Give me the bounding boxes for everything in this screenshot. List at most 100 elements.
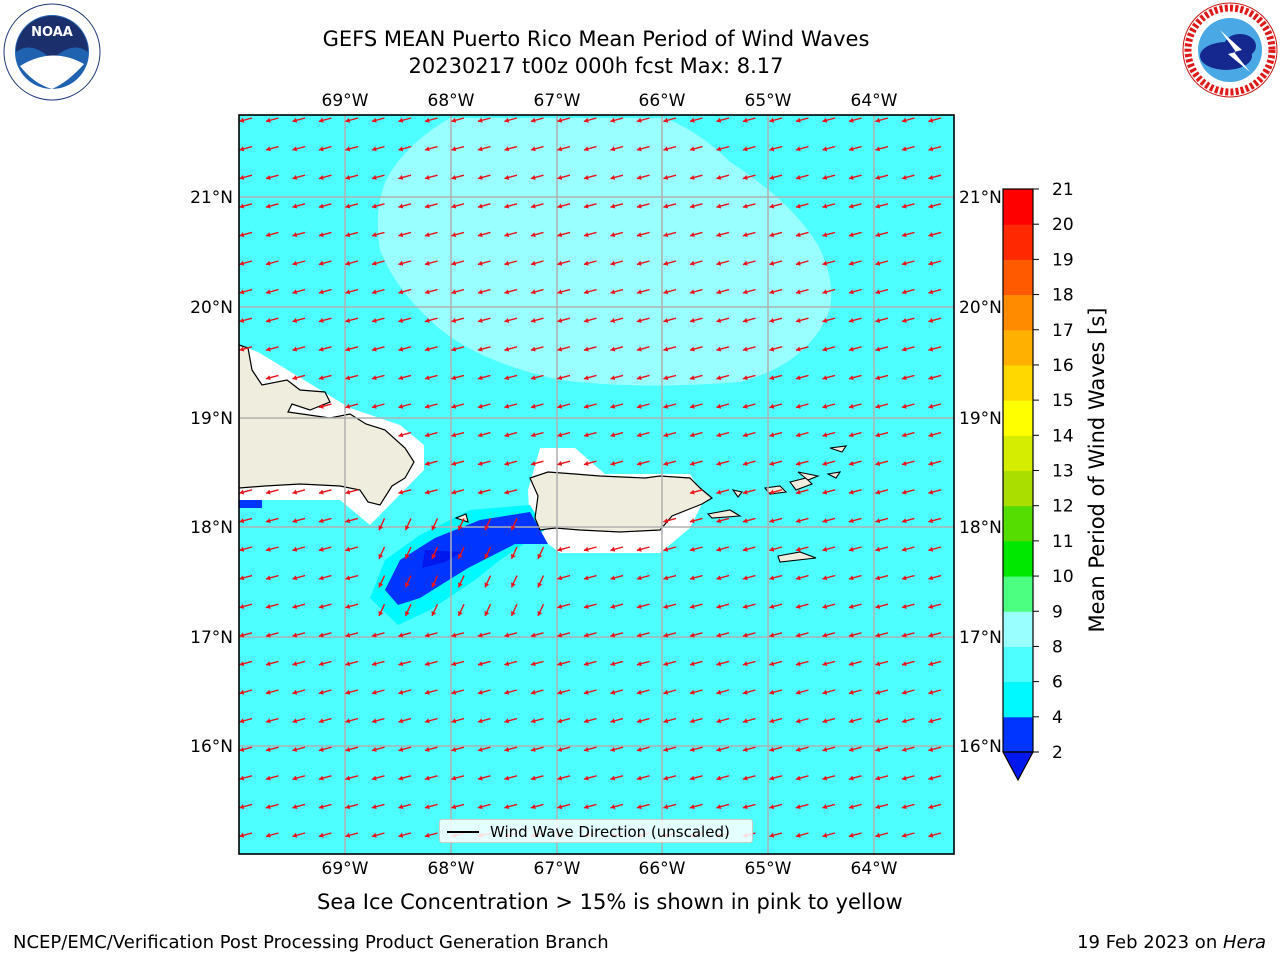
wave-direction-arrow xyxy=(292,746,306,752)
wave-direction-arrow xyxy=(901,574,915,581)
wave-direction-arrow xyxy=(318,632,332,638)
wave-direction-arrow xyxy=(689,717,703,724)
wave-direction-arrow xyxy=(742,203,756,209)
wave-direction-arrow xyxy=(504,775,518,781)
wave-direction-arrow xyxy=(451,431,465,438)
wave-direction-arrow xyxy=(557,803,571,810)
wave-direction-arrow xyxy=(451,231,465,238)
wave-direction-arrow xyxy=(875,460,889,466)
chart-title: GEFS MEAN Puerto Rico Mean Period of Win… xyxy=(322,27,870,51)
wave-direction-arrow xyxy=(583,689,597,695)
wave-direction-arrow xyxy=(875,431,889,438)
wave-direction-arrow xyxy=(239,632,253,638)
wave-direction-arrow xyxy=(901,775,915,781)
wave-direction-arrow xyxy=(636,603,650,609)
wave-direction-arrow xyxy=(557,632,571,638)
wave-direction-arrow xyxy=(530,689,544,695)
wave-direction-arrow xyxy=(557,203,571,209)
wave-direction-arrow xyxy=(928,717,942,724)
wave-direction-arrow xyxy=(742,660,756,667)
wave-direction-arrow xyxy=(716,546,730,552)
colorbar-segment xyxy=(1003,294,1033,331)
wave-direction-arrow xyxy=(504,746,518,752)
wave-direction-arrow xyxy=(318,231,332,238)
wave-direction-arrow xyxy=(451,203,465,209)
wave-direction-arrow xyxy=(239,260,253,266)
wave-direction-arrow xyxy=(292,803,306,810)
wave-direction-arrow xyxy=(424,717,438,724)
wave-direction-arrow xyxy=(610,460,624,466)
wave-direction-arrow xyxy=(239,832,253,838)
wave-direction-arrow xyxy=(636,317,650,323)
wave-direction-arrow xyxy=(345,174,359,180)
wave-direction-arrow xyxy=(265,775,279,781)
wave-direction-arrow xyxy=(795,832,809,838)
wave-direction-arrow xyxy=(265,717,279,724)
wave-direction-arrow xyxy=(371,632,385,638)
wave-direction-arrow xyxy=(265,317,279,323)
wave-direction-arrow xyxy=(822,374,836,381)
wave-direction-arrow xyxy=(848,403,862,409)
wave-direction-arrow xyxy=(504,260,518,266)
wave-direction-arrow xyxy=(504,317,518,323)
wave-direction-arrow xyxy=(610,717,624,724)
wave-direction-arrow xyxy=(822,717,836,724)
wave-direction-arrow xyxy=(583,717,597,724)
wave-direction-arrow xyxy=(795,145,809,152)
wave-direction-arrow xyxy=(610,546,624,552)
wave-direction-arrow xyxy=(822,660,836,667)
wave-direction-arrow xyxy=(318,403,332,409)
wave-direction-arrow xyxy=(795,288,809,295)
wave-direction-arrow xyxy=(530,288,544,295)
wave-direction-arrow xyxy=(901,403,915,409)
wave-direction-arrow xyxy=(477,203,491,209)
wave-direction-arrow xyxy=(451,145,465,152)
wave-direction-arrow xyxy=(265,689,279,695)
map-gridlines xyxy=(239,115,954,854)
wave-direction-arrow xyxy=(345,403,359,409)
wave-direction-arrow xyxy=(795,517,809,524)
longitude-label: 68°W xyxy=(428,859,475,879)
wave-direction-arrow xyxy=(848,374,862,381)
wave-direction-arrow xyxy=(265,603,279,609)
wave-direction-arrow xyxy=(875,574,889,581)
wave-direction-arrow xyxy=(822,174,836,180)
wave-direction-arrow xyxy=(663,260,677,266)
wave-direction-arrow xyxy=(795,431,809,438)
wave-direction-arrow xyxy=(663,403,677,409)
wave-direction-arrow xyxy=(875,775,889,781)
wave-direction-arrow xyxy=(537,603,545,617)
wave-direction-arrow xyxy=(398,260,412,266)
wave-direction-arrow xyxy=(928,832,942,838)
wave-direction-arrow xyxy=(477,145,491,152)
wave-direction-arrow xyxy=(504,403,518,409)
wave-direction-arrow xyxy=(265,288,279,295)
wave-direction-arrow xyxy=(557,117,571,123)
wave-direction-arrow xyxy=(477,260,491,266)
wave-direction-arrow xyxy=(318,346,332,352)
wave-direction-arrow xyxy=(583,775,597,781)
wave-direction-arrow xyxy=(848,603,862,609)
colorbar-tick-label: 17 xyxy=(1052,321,1074,341)
wave-direction-arrow xyxy=(689,803,703,810)
wave-direction-arrow xyxy=(239,775,253,781)
wave-direction-arrow xyxy=(610,632,624,638)
wave-direction-arrow xyxy=(875,288,889,295)
wave-direction-arrow xyxy=(239,603,253,609)
wave-direction-arrow xyxy=(636,803,650,810)
colorbar-segment xyxy=(1003,716,1033,753)
branch-footer: NCEP/EMC/Verification Post Processing Pr… xyxy=(13,932,609,953)
wave-direction-arrow xyxy=(875,603,889,609)
wave-direction-arrow xyxy=(557,260,571,266)
colorbar-tick-label: 13 xyxy=(1052,462,1074,482)
wave-direction-arrow xyxy=(477,231,491,238)
map-frame xyxy=(238,114,955,855)
wave-direction-arrow xyxy=(742,689,756,695)
latitude-label: 20°N xyxy=(190,298,233,318)
wave-direction-arrow xyxy=(292,174,306,180)
wave-direction-arrow xyxy=(901,517,915,524)
wave-direction-arrow xyxy=(318,603,332,609)
wave-direction-arrow xyxy=(928,660,942,667)
wave-direction-arrow xyxy=(901,117,915,123)
wave-direction-arrow xyxy=(451,660,465,667)
